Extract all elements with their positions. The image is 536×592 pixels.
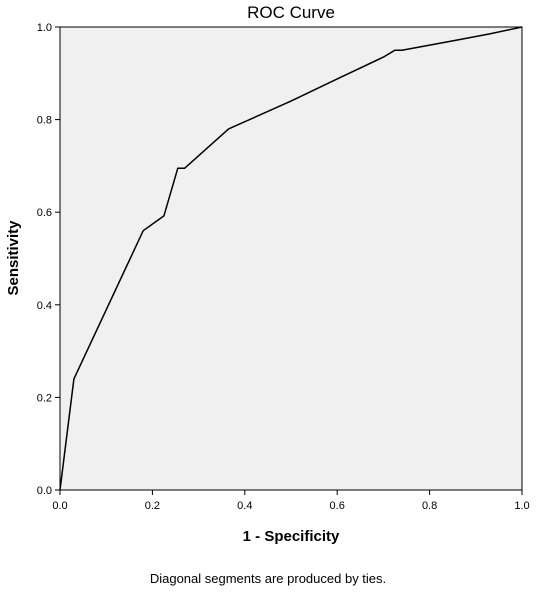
roc-curve-line bbox=[59, 26, 523, 491]
x-tick-label: 1.0 bbox=[514, 500, 529, 512]
x-tick-label: 0.6 bbox=[330, 500, 345, 512]
x-tick-label: 0.4 bbox=[237, 500, 252, 512]
y-tick-label: 1.0 bbox=[37, 22, 52, 34]
x-axis-label: 1 - Specificity bbox=[243, 528, 340, 545]
footnote: Diagonal segments are produced by ties. bbox=[150, 571, 386, 586]
y-tick-label: 0.2 bbox=[37, 392, 52, 404]
x-axis-ticks: 0.0 0.2 0.4 0.6 0.8 1.0 bbox=[52, 490, 530, 512]
y-tick-label: 0.4 bbox=[37, 300, 52, 312]
y-axis-ticks: 0.0 0.2 0.4 0.6 0.8 1.0 bbox=[37, 22, 60, 497]
y-axis-label: Sensitivity bbox=[5, 220, 22, 296]
plot-area bbox=[59, 26, 523, 491]
x-tick-label: 0.8 bbox=[422, 500, 437, 512]
y-tick-label: 0.6 bbox=[37, 207, 52, 219]
y-tick-label: 0.0 bbox=[37, 485, 52, 497]
x-tick-label: 0.2 bbox=[145, 500, 160, 512]
y-tick-label: 0.8 bbox=[37, 115, 52, 127]
x-tick-label: 0.0 bbox=[52, 500, 67, 512]
chart-title: ROC Curve bbox=[247, 3, 335, 22]
